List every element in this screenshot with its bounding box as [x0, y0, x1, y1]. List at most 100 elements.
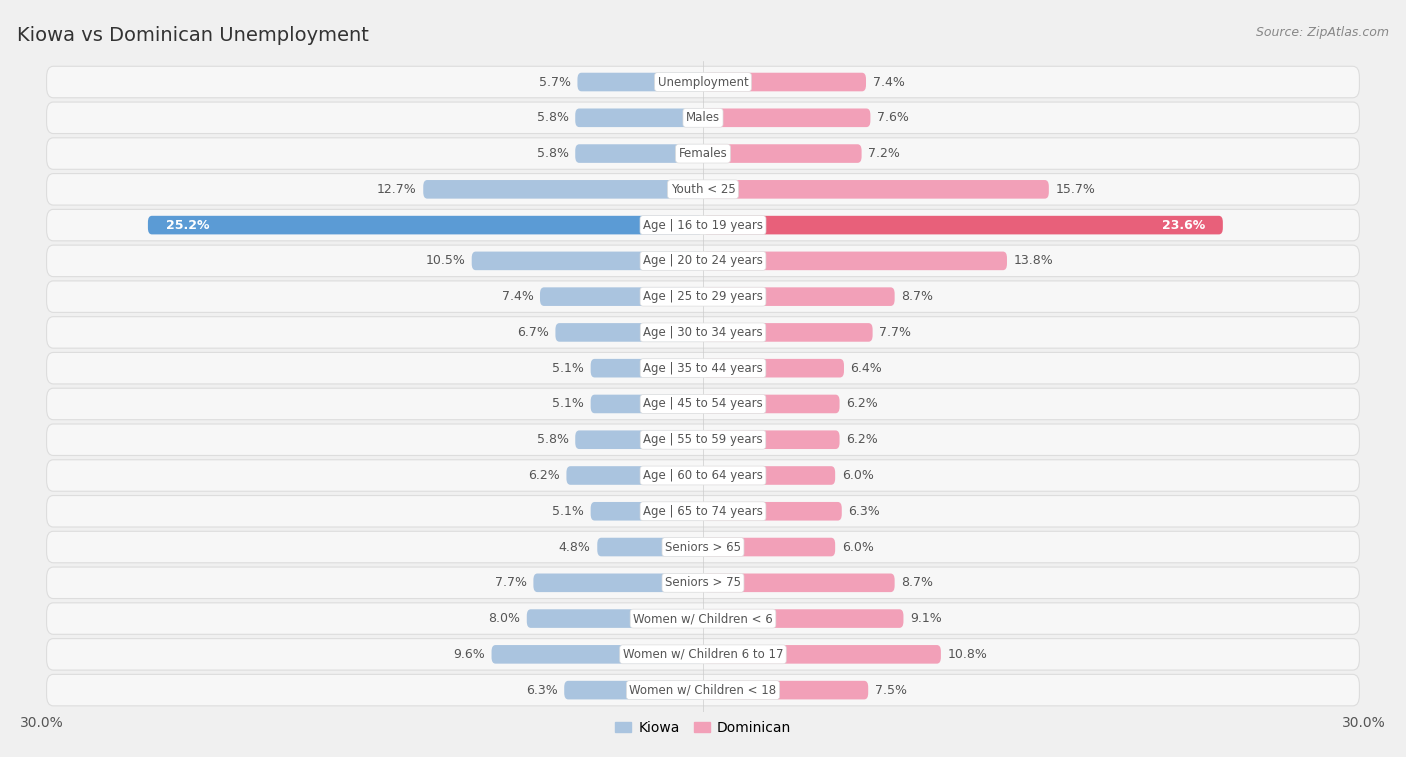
FancyBboxPatch shape [46, 388, 1360, 419]
Text: 6.2%: 6.2% [846, 397, 877, 410]
Text: 5.1%: 5.1% [553, 397, 583, 410]
Text: 25.2%: 25.2% [166, 219, 209, 232]
FancyBboxPatch shape [46, 531, 1360, 562]
FancyBboxPatch shape [555, 323, 703, 341]
FancyBboxPatch shape [564, 681, 703, 699]
FancyBboxPatch shape [567, 466, 703, 484]
FancyBboxPatch shape [703, 394, 839, 413]
FancyBboxPatch shape [703, 180, 1049, 198]
Text: 8.7%: 8.7% [901, 576, 934, 589]
FancyBboxPatch shape [703, 359, 844, 378]
FancyBboxPatch shape [578, 73, 703, 92]
Text: 9.1%: 9.1% [910, 612, 942, 625]
Text: 9.6%: 9.6% [453, 648, 485, 661]
Text: Youth < 25: Youth < 25 [671, 183, 735, 196]
FancyBboxPatch shape [533, 574, 703, 592]
FancyBboxPatch shape [703, 288, 894, 306]
FancyBboxPatch shape [575, 431, 703, 449]
Text: 5.1%: 5.1% [553, 505, 583, 518]
FancyBboxPatch shape [46, 353, 1360, 384]
FancyBboxPatch shape [46, 210, 1360, 241]
FancyBboxPatch shape [46, 67, 1360, 98]
FancyBboxPatch shape [703, 216, 1223, 235]
FancyBboxPatch shape [46, 173, 1360, 205]
Text: 12.7%: 12.7% [377, 183, 416, 196]
FancyBboxPatch shape [46, 459, 1360, 491]
FancyBboxPatch shape [703, 73, 866, 92]
FancyBboxPatch shape [46, 138, 1360, 170]
FancyBboxPatch shape [703, 251, 1007, 270]
Text: 4.8%: 4.8% [558, 540, 591, 553]
Text: Kiowa vs Dominican Unemployment: Kiowa vs Dominican Unemployment [17, 26, 368, 45]
Text: 7.7%: 7.7% [495, 576, 527, 589]
FancyBboxPatch shape [575, 145, 703, 163]
FancyBboxPatch shape [423, 180, 703, 198]
Text: Age | 25 to 29 years: Age | 25 to 29 years [643, 290, 763, 303]
Text: 5.8%: 5.8% [537, 147, 568, 160]
Text: Age | 65 to 74 years: Age | 65 to 74 years [643, 505, 763, 518]
Text: 13.8%: 13.8% [1014, 254, 1053, 267]
FancyBboxPatch shape [703, 645, 941, 664]
FancyBboxPatch shape [703, 537, 835, 556]
Text: 7.5%: 7.5% [875, 684, 907, 696]
Text: 6.2%: 6.2% [529, 469, 560, 482]
Text: Females: Females [679, 147, 727, 160]
FancyBboxPatch shape [471, 251, 703, 270]
FancyBboxPatch shape [703, 574, 894, 592]
Text: 7.6%: 7.6% [877, 111, 908, 124]
Text: Age | 45 to 54 years: Age | 45 to 54 years [643, 397, 763, 410]
Text: 5.7%: 5.7% [538, 76, 571, 89]
FancyBboxPatch shape [591, 359, 703, 378]
Text: Unemployment: Unemployment [658, 76, 748, 89]
FancyBboxPatch shape [540, 288, 703, 306]
Text: Age | 55 to 59 years: Age | 55 to 59 years [643, 433, 763, 446]
FancyBboxPatch shape [703, 145, 862, 163]
Text: Age | 30 to 34 years: Age | 30 to 34 years [643, 326, 763, 339]
Text: 5.8%: 5.8% [537, 433, 568, 446]
FancyBboxPatch shape [46, 603, 1360, 634]
Text: 7.2%: 7.2% [868, 147, 900, 160]
Text: Age | 60 to 64 years: Age | 60 to 64 years [643, 469, 763, 482]
Text: 7.7%: 7.7% [879, 326, 911, 339]
Text: Males: Males [686, 111, 720, 124]
Text: 6.0%: 6.0% [842, 540, 873, 553]
FancyBboxPatch shape [46, 567, 1360, 599]
FancyBboxPatch shape [703, 466, 835, 484]
FancyBboxPatch shape [527, 609, 703, 628]
FancyBboxPatch shape [703, 431, 839, 449]
Text: Seniors > 65: Seniors > 65 [665, 540, 741, 553]
FancyBboxPatch shape [46, 424, 1360, 456]
FancyBboxPatch shape [703, 323, 873, 341]
Text: Seniors > 75: Seniors > 75 [665, 576, 741, 589]
Text: 7.4%: 7.4% [873, 76, 904, 89]
Text: 6.3%: 6.3% [848, 505, 880, 518]
Text: Age | 16 to 19 years: Age | 16 to 19 years [643, 219, 763, 232]
Text: 10.8%: 10.8% [948, 648, 987, 661]
Text: Women w/ Children < 18: Women w/ Children < 18 [630, 684, 776, 696]
Text: 5.8%: 5.8% [537, 111, 568, 124]
Text: 6.4%: 6.4% [851, 362, 883, 375]
FancyBboxPatch shape [46, 496, 1360, 527]
FancyBboxPatch shape [591, 502, 703, 521]
Text: Age | 35 to 44 years: Age | 35 to 44 years [643, 362, 763, 375]
FancyBboxPatch shape [492, 645, 703, 664]
Text: 7.4%: 7.4% [502, 290, 533, 303]
Text: 8.7%: 8.7% [901, 290, 934, 303]
FancyBboxPatch shape [598, 537, 703, 556]
Text: 8.0%: 8.0% [488, 612, 520, 625]
FancyBboxPatch shape [46, 639, 1360, 670]
FancyBboxPatch shape [703, 609, 904, 628]
FancyBboxPatch shape [703, 681, 868, 699]
Text: 6.7%: 6.7% [517, 326, 548, 339]
Text: Source: ZipAtlas.com: Source: ZipAtlas.com [1256, 26, 1389, 39]
Text: 5.1%: 5.1% [553, 362, 583, 375]
FancyBboxPatch shape [703, 502, 842, 521]
Text: 6.2%: 6.2% [846, 433, 877, 446]
Text: Women w/ Children 6 to 17: Women w/ Children 6 to 17 [623, 648, 783, 661]
Legend: Kiowa, Dominican: Kiowa, Dominican [609, 715, 797, 740]
FancyBboxPatch shape [46, 674, 1360, 706]
FancyBboxPatch shape [575, 108, 703, 127]
FancyBboxPatch shape [46, 316, 1360, 348]
FancyBboxPatch shape [148, 216, 703, 235]
Text: 15.7%: 15.7% [1056, 183, 1095, 196]
